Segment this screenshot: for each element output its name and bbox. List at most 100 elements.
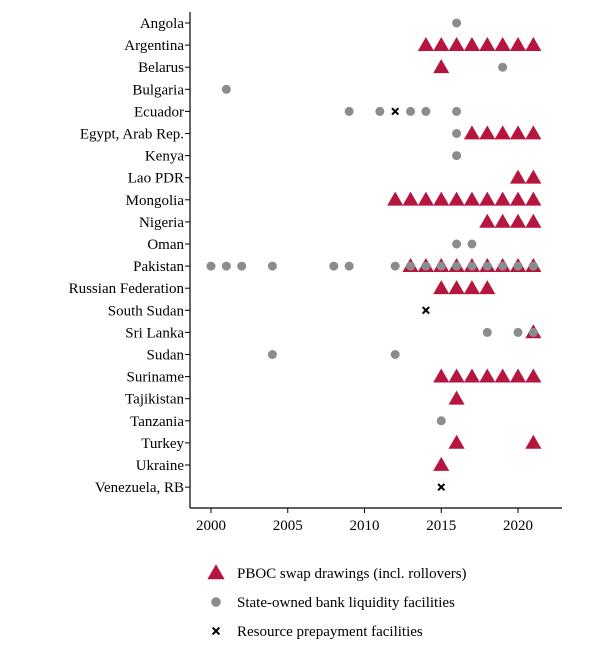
- triangle-mark-mongolia-2014: [417, 191, 434, 206]
- circle-mark-bulgaria-2001: [221, 84, 231, 94]
- triangle-mark-egypt-arab-rep-2020: [509, 125, 527, 140]
- triangle-mark-suriname-2015: [433, 368, 450, 383]
- legend-marker-triangle: [207, 564, 225, 580]
- triangle-mark-argentina-2018: [479, 36, 496, 51]
- country-label-sudan: Sudan: [147, 348, 185, 364]
- country-label-ukraine: Ukraine: [136, 458, 185, 474]
- axes: 2000 2005 2010 2015 2020: [185, 12, 562, 534]
- triangle-mark-ukraine-2015: [433, 456, 450, 471]
- circle-mark-ecuador-2013: [406, 106, 416, 116]
- triangle-mark-lao-pdr-2021: [525, 169, 542, 184]
- country-label-tanzania: Tanzania: [130, 414, 184, 430]
- circle-mark-pakistan-2014: [421, 261, 431, 271]
- circle-mark-pakistan-2018: [482, 261, 492, 271]
- triangle-mark-argentina-2015: [433, 36, 450, 51]
- country-label-suriname: Suriname: [127, 370, 185, 386]
- triangle-mark-nigeria-2020: [509, 213, 527, 228]
- triangle-mark-egypt-arab-rep-2019: [494, 125, 511, 140]
- country-labels: Angola Argentina Belarus Bulgaria Ecuador Egy…: [69, 16, 185, 496]
- triangle-mark-nigeria-2019: [494, 213, 511, 228]
- country-label-ecuador: Ecuador: [134, 104, 184, 120]
- circle-mark-pakistan-2019: [498, 261, 508, 271]
- triangle-mark-mongolia-2012: [387, 191, 404, 206]
- circle-mark-ecuador-2009: [344, 106, 354, 116]
- circle-mark-pakistan-2017: [467, 261, 477, 271]
- triangle-mark-argentina-2019: [494, 36, 511, 51]
- circle-mark-pakistan-2009: [344, 261, 354, 271]
- legend: PBOC swap drawings (incl. rollovers) Stat…: [207, 564, 467, 640]
- circle-mark-pakistan-2008: [329, 261, 339, 271]
- circle-mark-pakistan-2013: [406, 261, 416, 271]
- chart-marks: [206, 18, 542, 492]
- circle-mark-angola-2016: [452, 18, 462, 28]
- circle-mark-sudan-2004: [267, 350, 277, 359]
- circle-mark-pakistan-2015: [436, 261, 446, 271]
- circle-mark-pakistan-2000: [206, 261, 216, 271]
- country-label-egypt-arab-rep: Egypt, Arab Rep.: [80, 127, 184, 143]
- triangle-mark-mongolia-2020: [509, 191, 527, 206]
- country-label-sri-lanka: Sri Lanka: [125, 325, 184, 341]
- cross-mark-venezuela-rb-2015: [437, 483, 446, 492]
- x-tick-label-2000: 2000: [196, 518, 226, 534]
- circle-mark-ecuador-2014: [421, 106, 431, 116]
- circle-mark-sri-lanka-2020: [513, 327, 523, 337]
- country-label-kenya: Kenya: [145, 149, 184, 165]
- triangle-mark-suriname-2018: [479, 368, 496, 383]
- triangle-mark-argentina-2017: [463, 36, 480, 51]
- circle-mark-oman-2017: [467, 239, 477, 249]
- circle-mark-sri-lanka-2018: [482, 327, 492, 337]
- triangle-mark-argentina-2020: [509, 36, 527, 51]
- circle-mark-pakistan-2001: [221, 261, 231, 271]
- country-label-oman: Oman: [147, 237, 184, 253]
- triangle-mark-egypt-arab-rep-2018: [479, 125, 496, 140]
- triangle-mark-russian-federation-2017: [463, 280, 480, 295]
- legend-marker-cross: [211, 626, 221, 636]
- country-label-nigeria: Nigeria: [139, 215, 184, 231]
- circle-mark-kenya-2016: [452, 151, 462, 161]
- country-label-pakistan: Pakistan: [133, 259, 184, 275]
- triangle-mark-turkey-2016: [448, 434, 465, 449]
- triangle-mark-egypt-arab-rep-2017: [463, 125, 480, 140]
- x-tick-label-2010: 2010: [350, 518, 380, 534]
- triangle-mark-russian-federation-2018: [479, 280, 496, 295]
- circle-mark-pakistan-2020: [513, 261, 523, 271]
- triangle-mark-tajikistan-2016: [448, 390, 465, 405]
- triangle-mark-nigeria-2021: [525, 213, 542, 228]
- country-label-lao-pdr: Lao PDR: [128, 171, 184, 187]
- triangle-mark-mongolia-2015: [433, 191, 450, 206]
- country-label-bulgaria: Bulgaria: [132, 82, 184, 98]
- country-label-angola: Angola: [140, 16, 185, 32]
- triangle-mark-mongolia-2013: [402, 191, 419, 206]
- triangle-mark-argentina-2014: [417, 36, 434, 51]
- country-label-tajikistan: Tajikistan: [125, 392, 184, 408]
- triangle-mark-egypt-arab-rep-2021: [525, 125, 542, 140]
- circle-mark-sri-lanka-2021: [528, 327, 538, 337]
- country-label-south-sudan: South Sudan: [108, 303, 185, 319]
- triangle-mark-suriname-2020: [509, 368, 527, 383]
- legend-marker-circle: [211, 597, 221, 607]
- circle-mark-pakistan-2012: [390, 261, 400, 271]
- circle-mark-pakistan-2002: [237, 261, 247, 271]
- triangle-mark-belarus-2015: [433, 59, 450, 74]
- circle-mark-tanzania-2015: [436, 416, 446, 426]
- country-label-venezuela-rb: Venezuela, RB: [95, 480, 184, 496]
- triangle-mark-mongolia-2019: [494, 191, 511, 206]
- triangle-mark-suriname-2019: [494, 368, 511, 383]
- triangle-mark-argentina-2021: [525, 36, 542, 51]
- cross-mark-south-sudan-2014: [421, 306, 430, 315]
- circle-mark-pakistan-2004: [267, 261, 277, 271]
- triangle-mark-suriname-2016: [448, 368, 465, 383]
- triangle-mark-mongolia-2017: [463, 191, 480, 206]
- triangle-mark-nigeria-2018: [479, 213, 496, 228]
- circle-mark-egypt-arab-rep-2016: [452, 129, 462, 138]
- triangle-mark-argentina-2016: [448, 36, 465, 51]
- x-tick-label-2020: 2020: [503, 518, 533, 534]
- circle-mark-ecuador-2011: [375, 106, 385, 116]
- circle-mark-pakistan-2021: [528, 261, 538, 271]
- triangle-mark-mongolia-2021: [525, 191, 542, 206]
- triangle-mark-mongolia-2016: [448, 191, 465, 206]
- country-label-argentina: Argentina: [124, 38, 184, 54]
- legend-label-triangle: PBOC swap drawings (incl. rollovers): [237, 566, 467, 582]
- triangle-mark-suriname-2021: [525, 368, 542, 383]
